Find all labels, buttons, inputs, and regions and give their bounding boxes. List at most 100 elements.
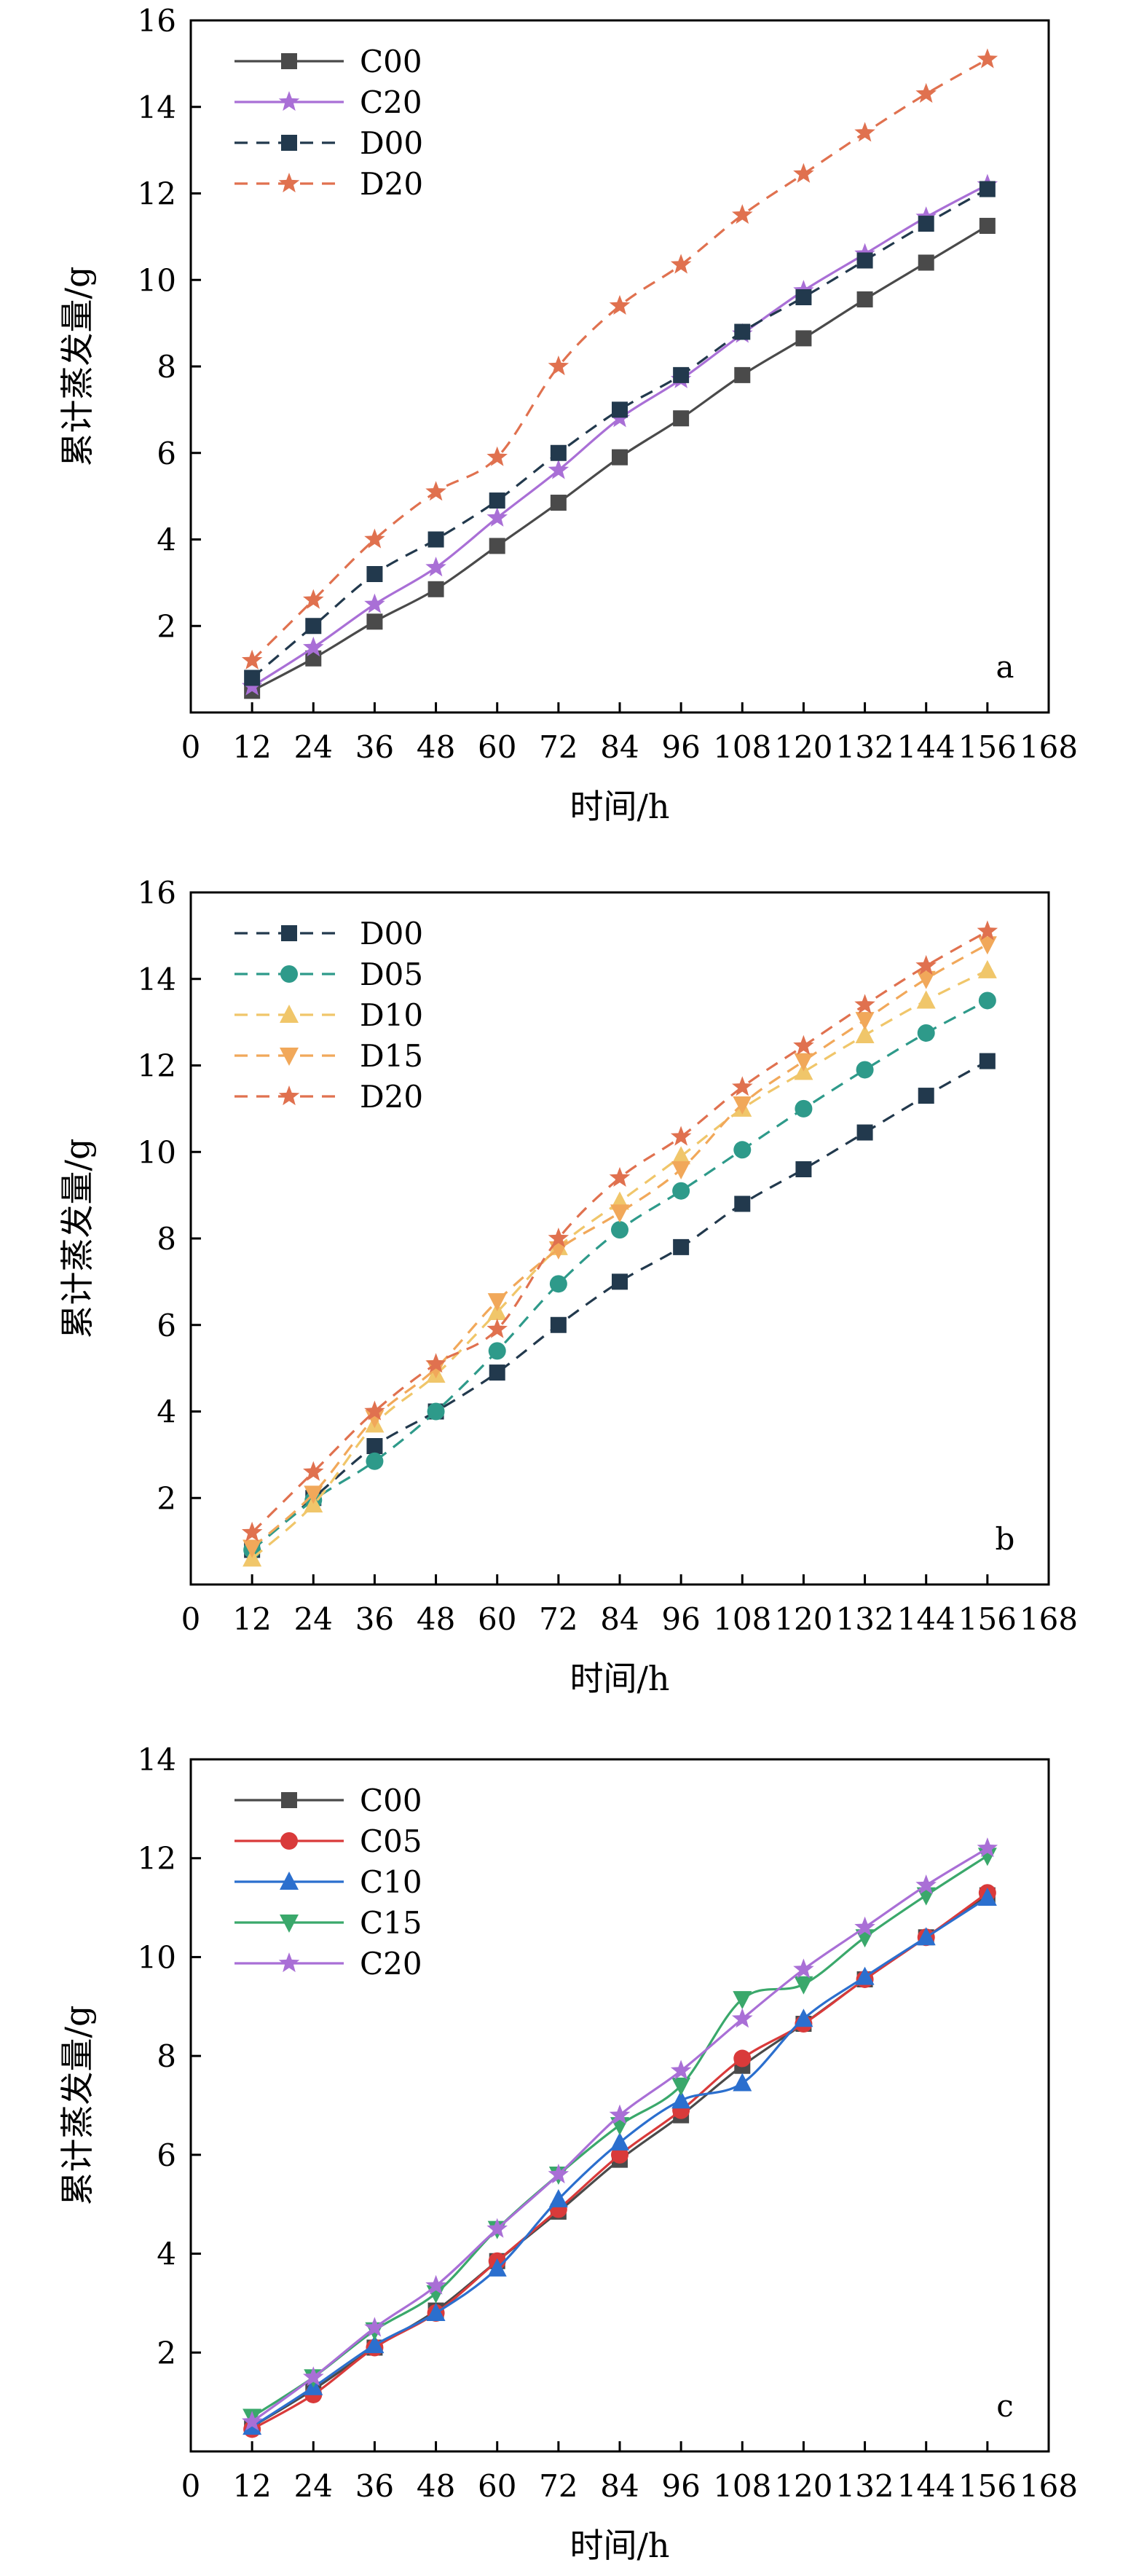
data-point (487, 1293, 507, 1312)
data-point (610, 2132, 629, 2151)
x-tick-label: 144 (897, 1601, 955, 1637)
y-tick-label: 12 (138, 176, 176, 212)
x-tick-label: 96 (661, 729, 700, 765)
data-point (241, 2411, 263, 2431)
series-C00 (244, 218, 996, 699)
data-point (489, 492, 505, 509)
x-tick-label: 48 (417, 1601, 455, 1637)
data-point (977, 959, 997, 978)
data-point (977, 920, 998, 941)
y-tick-label: 6 (157, 2137, 176, 2173)
data-point (918, 216, 934, 232)
x-tick-label: 12 (232, 1601, 271, 1637)
x-tick-label: 72 (539, 2468, 578, 2504)
data-point (303, 589, 324, 609)
x-tick-label: 60 (478, 2468, 516, 2504)
data-point (977, 1837, 998, 1858)
legend-label-C20: C20 (360, 1946, 422, 1982)
x-tick-label: 132 (835, 1601, 894, 1637)
x-tick-label: 108 (713, 2468, 771, 2504)
data-point (611, 1221, 628, 1239)
legend: D00 D05 D10 D15 D20 (234, 916, 423, 1115)
data-point (612, 449, 628, 466)
data-point (425, 2274, 446, 2295)
series-C20 (241, 1837, 998, 2431)
data-point (673, 366, 690, 383)
data-point (734, 323, 751, 340)
series-D00 (244, 181, 996, 686)
data-point (486, 2218, 508, 2238)
data-point (486, 1318, 508, 1338)
data-point (794, 2008, 813, 2027)
y-axis-title: 累计蒸发量/g (58, 2006, 97, 2206)
data-point (366, 613, 383, 630)
data-point (671, 2090, 691, 2109)
data-point (365, 2335, 385, 2354)
data-point (671, 1146, 691, 1165)
data-point (793, 162, 814, 183)
x-axis-title: 时间/h (569, 787, 669, 826)
y-tick-label: 8 (157, 1221, 176, 1257)
legend-label-D05: D05 (360, 957, 423, 992)
legend-label-D10: D10 (360, 997, 423, 1033)
x-axis-title: 时间/h (569, 2526, 669, 2565)
y-axis-title: 累计蒸发量/g (58, 267, 97, 467)
series-C05 (243, 1884, 996, 2438)
data-point (856, 252, 873, 269)
data-point (241, 1521, 263, 1542)
x-tick-label: 108 (713, 1601, 771, 1637)
data-point (734, 1195, 751, 1212)
data-point (733, 1096, 752, 1115)
series-line (251, 188, 988, 679)
legend: C00 C05 C10 C15 C20 (234, 1783, 422, 1982)
series-C10 (243, 1888, 997, 2435)
data-point (427, 581, 444, 597)
data-point (915, 954, 937, 975)
data-point (734, 366, 751, 383)
y-tick-label: 6 (157, 436, 176, 471)
data-point (854, 122, 875, 142)
data-point (670, 1126, 692, 1146)
data-point (795, 289, 812, 305)
legend-label-C20: C20 (360, 85, 422, 120)
y-tick-label: 6 (157, 1308, 176, 1343)
data-point (366, 566, 383, 582)
legend-marker-C20 (278, 91, 300, 111)
y-tick-label: 4 (157, 522, 176, 558)
y-tick-label: 8 (157, 2038, 176, 2074)
data-point (550, 1316, 567, 1333)
y-tick-label: 8 (157, 349, 176, 385)
data-point (548, 1228, 569, 1248)
x-tick-label: 132 (835, 729, 894, 765)
data-point (488, 1342, 506, 1360)
data-point (670, 2059, 692, 2080)
data-point (548, 2188, 568, 2207)
data-point (425, 557, 446, 577)
data-point (427, 1402, 445, 1421)
y-tick-label: 12 (138, 1048, 176, 1084)
legend-marker-D00 (281, 135, 297, 151)
x-tick-label: 144 (897, 2468, 955, 2504)
x-tick-label: 120 (774, 729, 832, 765)
legend-marker-D20 (278, 1085, 300, 1106)
x-tick-label: 156 (958, 2468, 1017, 2504)
data-point (612, 401, 628, 418)
legend-marker-D10 (280, 1005, 299, 1023)
data-point (732, 204, 753, 224)
y-tick-label: 14 (138, 962, 176, 997)
data-point (425, 1353, 446, 1373)
y-tick-label: 14 (138, 1742, 176, 1778)
data-point (732, 2008, 753, 2028)
data-point (364, 1400, 385, 1421)
data-point (979, 1053, 996, 1069)
data-point (489, 1364, 505, 1381)
x-tick-label: 0 (181, 1601, 201, 1637)
data-point (854, 994, 875, 1014)
x-tick-label: 36 (355, 1601, 394, 1637)
data-point (486, 446, 508, 466)
data-point (241, 649, 263, 669)
data-point (977, 48, 998, 68)
x-tick-label: 84 (600, 2468, 639, 2504)
data-point (609, 2104, 631, 2124)
data-point (364, 528, 385, 549)
